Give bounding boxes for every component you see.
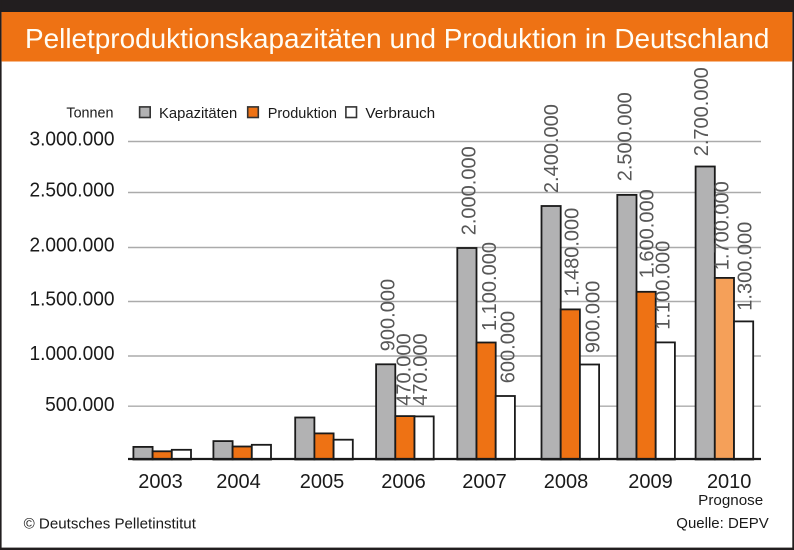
svg-text:1.100.000: 1.100.000	[653, 241, 675, 330]
svg-text:Kapazitäten: Kapazitäten	[159, 105, 237, 122]
svg-text:Quelle: DEPV: Quelle: DEPV	[676, 515, 769, 532]
svg-text:2.000.000: 2.000.000	[459, 146, 481, 235]
svg-text:Produktion: Produktion	[268, 105, 337, 122]
svg-text:2.000.000: 2.000.000	[30, 235, 115, 257]
svg-text:1.000.000: 1.000.000	[30, 343, 115, 365]
svg-text:2008: 2008	[544, 471, 589, 493]
svg-text:900.000: 900.000	[582, 281, 604, 353]
svg-text:2.700.000: 2.700.000	[691, 67, 713, 156]
svg-text:Pelletproduktionskapazitäten u: Pelletproduktionskapazitäten und Produkt…	[25, 23, 769, 54]
svg-text:1.480.000: 1.480.000	[561, 208, 583, 297]
svg-text:Prognose: Prognose	[698, 492, 763, 509]
svg-text:2.500.000: 2.500.000	[30, 180, 115, 202]
svg-text:470.000: 470.000	[410, 333, 432, 405]
svg-text:500.000: 500.000	[45, 394, 114, 416]
svg-text:2010: 2010	[707, 471, 752, 493]
svg-text:Verbrauch: Verbrauch	[365, 105, 435, 122]
svg-text:600.000: 600.000	[498, 311, 520, 383]
svg-text:2.500.000: 2.500.000	[615, 92, 637, 181]
svg-text:© Deutsches Pelletinstitut: © Deutsches Pelletinstitut	[24, 516, 197, 533]
svg-text:2004: 2004	[216, 471, 261, 493]
svg-text:3.000.000: 3.000.000	[30, 129, 115, 151]
svg-text:2005: 2005	[300, 471, 345, 493]
svg-text:1.100.000: 1.100.000	[479, 242, 501, 331]
svg-text:1.500.000: 1.500.000	[30, 289, 115, 311]
svg-text:470.000: 470.000	[394, 333, 416, 405]
svg-text:2006: 2006	[381, 471, 426, 493]
svg-text:1.300.000: 1.300.000	[735, 222, 757, 311]
svg-text:900.000: 900.000	[377, 279, 399, 351]
svg-text:1.700.000: 1.700.000	[711, 181, 733, 270]
svg-text:2007: 2007	[462, 471, 507, 493]
svg-text:Tonnen: Tonnen	[66, 105, 113, 122]
svg-text:2009: 2009	[628, 471, 673, 493]
svg-text:2003: 2003	[138, 471, 183, 493]
svg-text:2.400.000: 2.400.000	[541, 104, 563, 193]
svg-text:1.600.000: 1.600.000	[637, 189, 659, 278]
